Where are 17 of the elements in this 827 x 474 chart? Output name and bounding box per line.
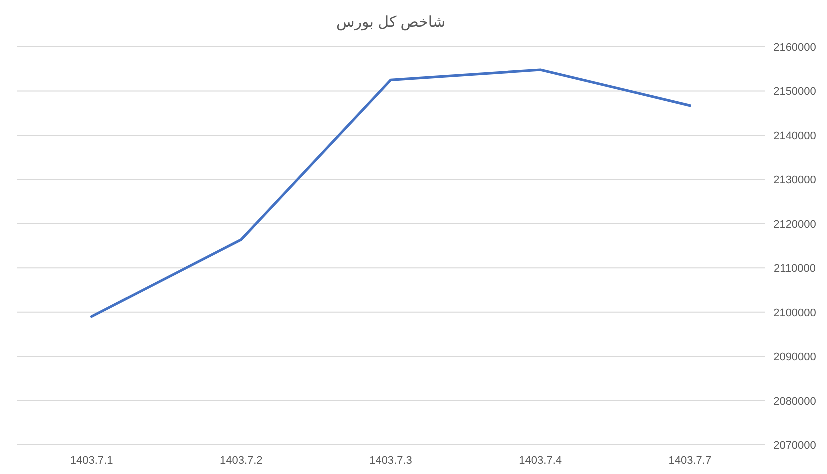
x-tick-label: 1403.7.4 xyxy=(519,455,562,467)
y-tick-label: 2120000 xyxy=(774,218,816,231)
y-tick-label: 2160000 xyxy=(774,42,816,54)
x-tick-label: 1403.7.7 xyxy=(668,455,712,467)
y-tick-label: 2070000 xyxy=(774,440,816,452)
y-tick-label: 2090000 xyxy=(774,352,816,364)
chart-title: شاخص کل بورس xyxy=(336,14,446,31)
x-tick-label: 1403.7.2 xyxy=(220,455,263,467)
y-tick-label: 2140000 xyxy=(774,130,816,142)
x-tick-label: 1403.7.3 xyxy=(370,455,412,467)
y-tick-label: 2110000 xyxy=(774,263,816,276)
line-series xyxy=(90,68,692,318)
x-tick-label: 1403.7.1 xyxy=(70,455,114,467)
y-tick-label: 2150000 xyxy=(774,86,816,98)
y-tick-label: 2130000 xyxy=(774,174,816,187)
y-tick-label: 2100000 xyxy=(774,307,816,320)
y-tick-label: 2080000 xyxy=(774,396,816,408)
